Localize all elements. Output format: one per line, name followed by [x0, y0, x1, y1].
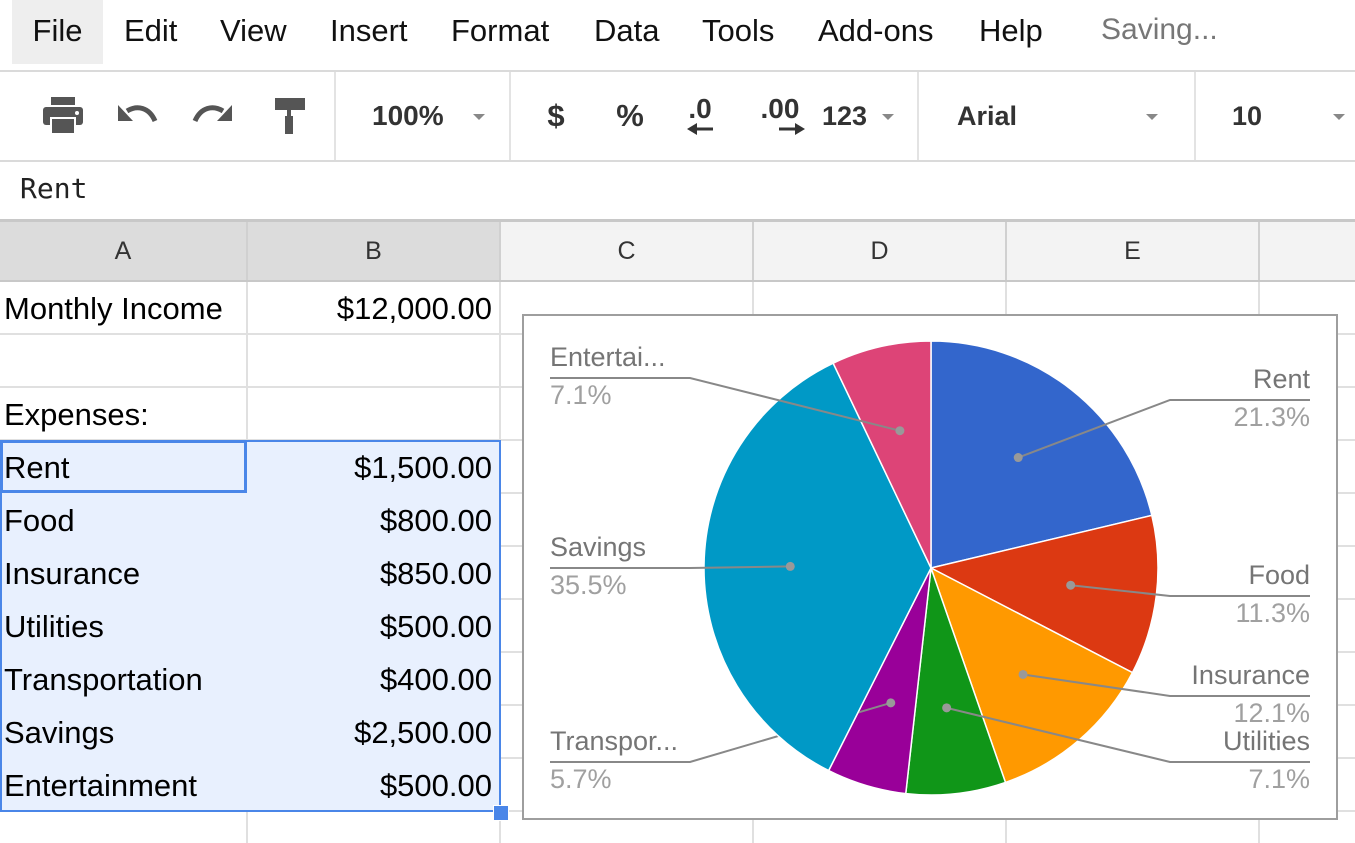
print-icon[interactable] [38, 72, 88, 160]
cell-b4[interactable]: $1,500.00 [248, 441, 499, 493]
decrease-decimal-button[interactable]: .0 [672, 72, 728, 160]
cell-a10[interactable]: Entertainment [0, 759, 246, 811]
slice-percent-label: 35.5% [550, 570, 627, 600]
leader-dot [886, 698, 895, 707]
menu-tools[interactable]: Tools [702, 0, 774, 64]
cell-b9[interactable]: $2,500.00 [248, 706, 499, 758]
slice-percent-label: 11.3% [1235, 598, 1310, 628]
menu-help[interactable]: Help [979, 0, 1043, 64]
cell-a4[interactable]: Rent [0, 441, 246, 493]
pie-chart[interactable]: Rent 21.3% Food 11.3% Insurance 12.1% Utilitie… [522, 314, 1338, 820]
cell-b6[interactable]: $850.00 [248, 547, 499, 599]
menu-data[interactable]: Data [594, 0, 659, 64]
percent-label: % [616, 98, 644, 134]
toolbar-divider [1194, 72, 1196, 160]
slice-label: Rent [1253, 364, 1311, 394]
cell-a6[interactable]: Insurance [0, 547, 246, 599]
cell-a7[interactable]: Utilities [0, 600, 246, 652]
leader-dot [786, 562, 795, 571]
menu-addons[interactable]: Add-ons [818, 0, 933, 64]
formula-bar[interactable]: Rent [0, 162, 1355, 220]
font-size-select[interactable]: 10 [1210, 72, 1355, 160]
leader-dot [942, 703, 951, 712]
slice-percent-label: 12.1% [1233, 698, 1310, 728]
column-header-b[interactable]: B [248, 222, 501, 280]
paint-format-icon[interactable] [266, 72, 316, 160]
arrow-left-icon [685, 122, 715, 136]
slice-percent-label: 7.1% [1248, 764, 1310, 794]
chevron-down-icon [1333, 114, 1345, 120]
menu-insert[interactable]: Insert [330, 0, 408, 64]
column-header-c[interactable]: C [501, 222, 754, 280]
pie-chart-svg: Rent 21.3% Food 11.3% Insurance 12.1%Utilitie… [524, 316, 1336, 818]
leader-dot [1014, 453, 1023, 462]
cell-a2[interactable] [0, 335, 246, 387]
zoom-select[interactable]: 100% [350, 72, 495, 160]
cell-a1[interactable]: Monthly Income [0, 282, 246, 334]
slice-label: Transpor... [550, 726, 678, 756]
menu-edit[interactable]: Edit [124, 0, 177, 64]
column-header-e[interactable]: E [1007, 222, 1260, 280]
cell-b7[interactable]: $500.00 [248, 600, 499, 652]
cell-a3[interactable]: Expenses: [0, 388, 246, 440]
menu-bar: File Edit View Insert Format Data Tools … [0, 0, 1355, 64]
column-header-d[interactable]: D [754, 222, 1007, 280]
toolbar-divider [334, 72, 336, 160]
cell-b1[interactable]: $12,000.00 [248, 282, 499, 334]
cell-b5[interactable]: $800.00 [248, 494, 499, 546]
percent-format-button[interactable]: % [610, 72, 650, 160]
slice-percent-label: 21.3% [1233, 402, 1310, 432]
slice-percent-label: 7.1% [550, 380, 612, 410]
more-formats-button[interactable]: 123 [822, 72, 902, 160]
increase-decimal-label: .00 [761, 96, 800, 122]
redo-icon[interactable] [188, 72, 238, 160]
leader-dot [1019, 670, 1028, 679]
chevron-down-icon [473, 114, 485, 120]
chevron-down-icon [1146, 114, 1158, 120]
menu-format[interactable]: Format [451, 0, 549, 64]
increase-decimal-button[interactable]: .00 [748, 72, 812, 160]
slice-label: Insurance [1191, 660, 1310, 690]
cell-a5[interactable]: Food [0, 494, 246, 546]
leader-dot [895, 426, 904, 435]
font-family-value: Arial [957, 101, 1017, 132]
menu-file[interactable]: File [12, 0, 103, 64]
slice-label: Utilities [1223, 726, 1310, 756]
slice-label: Entertai... [550, 342, 666, 372]
slice-percent-label: 5.7% [550, 764, 612, 794]
save-status: Saving... [1101, 0, 1218, 64]
menu-view[interactable]: View [220, 0, 287, 64]
cell-b10[interactable]: $500.00 [248, 759, 499, 811]
leader-dot [1066, 581, 1075, 590]
cell-a8[interactable]: Transportation [0, 653, 246, 705]
cell-b8[interactable]: $400.00 [248, 653, 499, 705]
undo-icon[interactable] [112, 72, 162, 160]
toolbar: 100% $ % .0 .00 123 Arial 10 [0, 72, 1355, 160]
column-header-f[interactable] [1260, 222, 1355, 280]
toolbar-divider [917, 72, 919, 160]
leader-line [550, 566, 790, 568]
more-formats-label: 123 [822, 101, 867, 132]
font-size-value: 10 [1232, 101, 1262, 132]
slice-label: Savings [550, 532, 646, 562]
cell-a9[interactable]: Savings [0, 706, 246, 758]
column-header-a[interactable]: A [0, 222, 248, 280]
toolbar-divider [509, 72, 511, 160]
slice-label: Food [1248, 560, 1310, 590]
chevron-down-icon [882, 114, 894, 120]
font-family-select[interactable]: Arial [934, 72, 1179, 160]
arrow-right-icon [777, 122, 807, 136]
cell-b3[interactable] [248, 388, 499, 440]
currency-format-button[interactable]: $ [536, 72, 576, 160]
formula-input[interactable]: Rent [20, 172, 87, 205]
currency-label: $ [547, 98, 564, 134]
decrease-decimal-label: .0 [688, 96, 711, 122]
cell-b2[interactable] [248, 335, 499, 387]
zoom-value: 100% [372, 100, 444, 132]
